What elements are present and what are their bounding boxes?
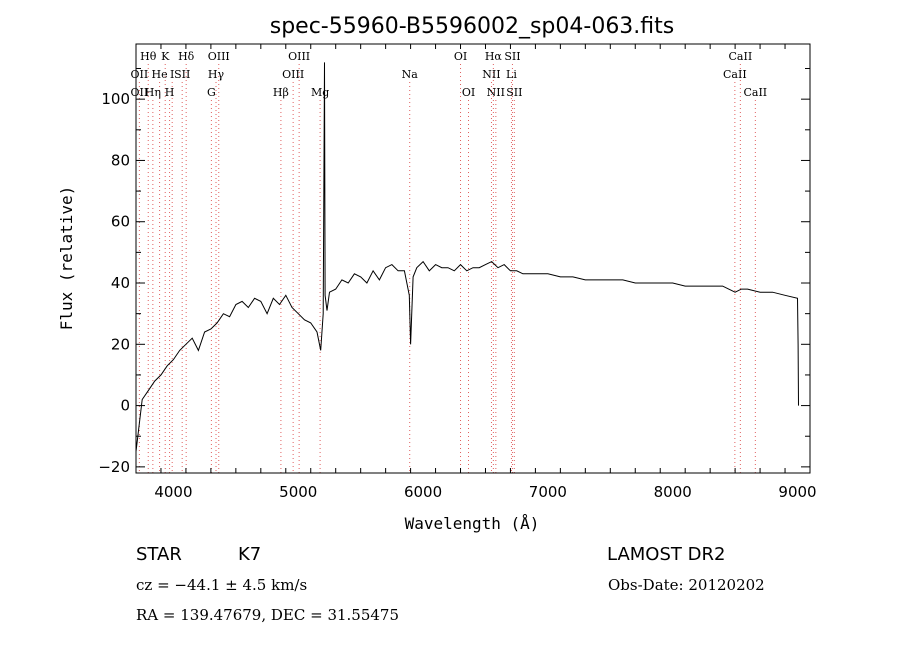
line-label: CaII: [743, 86, 767, 99]
line-label: OII: [131, 86, 149, 99]
line-label: Hα: [485, 50, 503, 63]
line-label: Mg: [311, 86, 329, 99]
x-tick-label: 4000: [154, 483, 192, 501]
x-tick-label: 9000: [778, 483, 816, 501]
line-label: NII: [487, 86, 505, 99]
line-label: OI: [462, 86, 475, 99]
chart-title: spec-55960-B5596002_sp04-063.fits: [270, 14, 675, 39]
line-label: Hγ: [208, 68, 225, 81]
x-tick-label: 8000: [654, 483, 692, 501]
line-label: I: [170, 68, 174, 81]
line-label: G: [207, 86, 216, 99]
y-tick-label: 20: [111, 335, 130, 353]
line-label: OIII: [288, 50, 310, 63]
line-label: Na: [402, 68, 419, 81]
object-subclass: K7: [238, 544, 261, 565]
x-axis-label: Wavelength (Å): [405, 514, 540, 533]
line-label: SII: [174, 68, 190, 81]
object-class: STAR: [136, 544, 182, 565]
line-label: Hβ: [273, 86, 289, 99]
y-axis-label: Flux (relative): [57, 186, 76, 331]
line-label: OIII: [282, 68, 304, 81]
y-tick-label: 0: [120, 397, 130, 415]
x-tick-label: 7000: [529, 483, 567, 501]
line-label: OII: [131, 68, 149, 81]
line-label: SII: [506, 86, 522, 99]
y-tick-label: 100: [101, 90, 130, 108]
y-axis-ticks: −20 0 20 40 60 80 100: [98, 68, 810, 476]
line-label: H: [165, 86, 175, 99]
plot-frame: [135, 43, 811, 474]
coords-text: RA = 139.47679, DEC = 31.55475: [136, 606, 399, 624]
line-label: Hδ: [178, 50, 195, 63]
y-tick-label: 60: [111, 213, 130, 231]
y-tick-label: 40: [111, 274, 130, 292]
obs-date-text: Obs-Date: 20120202: [608, 576, 765, 594]
line-label: K: [161, 50, 170, 63]
line-label: Hη: [145, 86, 161, 99]
y-tick-label: 80: [111, 151, 130, 169]
line-label: Li: [506, 68, 517, 81]
redshift-text: cz = −44.1 ± 4.5 km/s: [136, 576, 307, 594]
line-label: Hθ: [140, 50, 157, 63]
line-marker-group: [138, 64, 756, 473]
line-label: OIII: [208, 50, 230, 63]
x-tick-label: 6000: [404, 483, 442, 501]
line-label: NII: [482, 68, 500, 81]
line-label: CaII: [729, 50, 753, 63]
spectrum-line: [135, 62, 799, 452]
line-label: CaII: [723, 68, 747, 81]
line-label: SII: [504, 50, 520, 63]
line-label: He: [152, 68, 168, 81]
y-tick-label: −20: [98, 458, 130, 476]
survey-name: LAMOST DR2: [607, 544, 725, 565]
x-tick-label: 5000: [279, 483, 317, 501]
x-axis-ticks: 4000 5000 6000 7000 8000 9000: [135, 44, 817, 501]
line-label: OI: [454, 50, 467, 63]
